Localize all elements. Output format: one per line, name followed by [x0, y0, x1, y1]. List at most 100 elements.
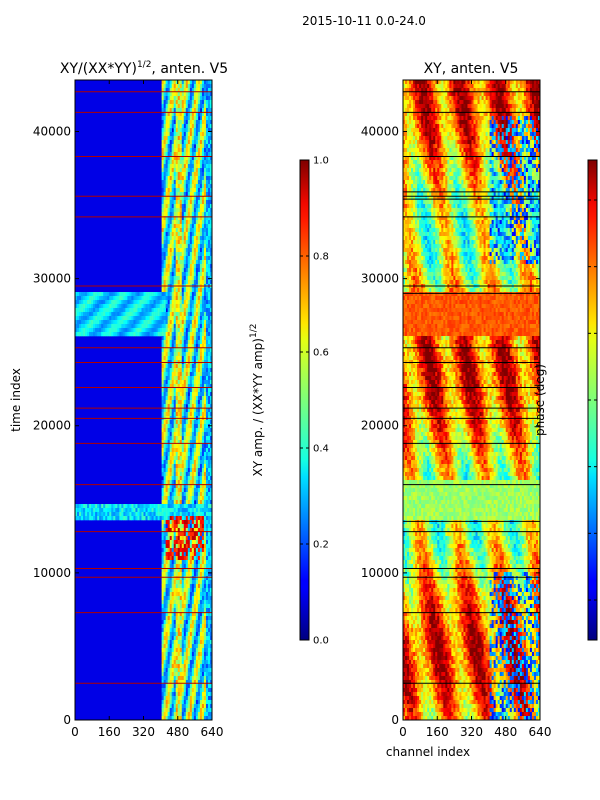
- heatmap-cell: [161, 364, 164, 369]
- heatmap-cell: [453, 88, 456, 93]
- heatmap-cell: [169, 120, 173, 125]
- heatmap-cell: [161, 240, 164, 245]
- heatmap-cell: [161, 536, 164, 541]
- heatmap-cell: [199, 228, 203, 233]
- heatmap-cell: [197, 200, 201, 205]
- heatmap-cell: [169, 636, 173, 641]
- heatmap-cell: [195, 604, 199, 609]
- heatmap-cell: [163, 616, 166, 621]
- heatmap-cell: [171, 608, 175, 613]
- heatmap-cell: [409, 92, 412, 97]
- heatmap-cell: [185, 180, 189, 185]
- heatmap-cell: [205, 228, 209, 233]
- heatmap-cell: [181, 468, 185, 473]
- heatmap-cell: [163, 640, 166, 645]
- heatmap-cell: [203, 140, 207, 145]
- heatmap-cell: [189, 348, 193, 353]
- heatmap-cell: [197, 592, 201, 597]
- heatmap-cell: [121, 328, 124, 333]
- heatmap-cell: [169, 180, 173, 185]
- heatmap-cell: [535, 92, 539, 97]
- heatmap-cell: [183, 596, 187, 601]
- heatmap-cell: [199, 268, 203, 273]
- heatmap-cell: [191, 472, 195, 477]
- heatmap-cell: [177, 316, 181, 321]
- heatmap-cell: [181, 140, 185, 145]
- heatmap-cell: [195, 196, 199, 201]
- heatmap-cell: [177, 120, 181, 125]
- heatmap-cell: [179, 164, 183, 169]
- heatmap-cell: [169, 524, 173, 529]
- heatmap-cell: [181, 676, 185, 681]
- heatmap-cell: [163, 168, 166, 173]
- heatmap-cell: [183, 116, 187, 121]
- heatmap-cell: [191, 532, 195, 537]
- heatmap-cell: [191, 392, 195, 397]
- heatmap-cell: [189, 528, 193, 533]
- heatmap-cell: [189, 92, 193, 97]
- heatmap-cell: [191, 144, 195, 149]
- heatmap-cell: [483, 92, 486, 97]
- heatmap-cell: [117, 508, 120, 513]
- heatmap-cell: [187, 456, 191, 461]
- heatmap-cell: [205, 268, 209, 273]
- heatmap-cell: [171, 612, 175, 617]
- heatmap-cell: [163, 100, 166, 105]
- heatmap-cell: [143, 324, 146, 329]
- heatmap-cell: [177, 628, 181, 633]
- heatmap-cell: [181, 300, 185, 305]
- heatmap-cell: [203, 392, 207, 397]
- heatmap-cell: [143, 512, 146, 517]
- heatmap-cell: [161, 540, 164, 545]
- heatmap-cell: [97, 324, 100, 329]
- heatmap-cell: [109, 296, 112, 301]
- heatmap-cell: [207, 500, 211, 505]
- heatmap-cell: [179, 488, 183, 493]
- heatmap-cell: [177, 556, 181, 561]
- heatmap-cell: [209, 176, 212, 181]
- heatmap-cell: [185, 488, 189, 493]
- heatmap-cell: [205, 148, 209, 153]
- heatmap-cell: [195, 448, 199, 453]
- heatmap-cell: [207, 380, 211, 385]
- heatmap-cell: [183, 152, 187, 157]
- heatmap-cell: [207, 344, 211, 349]
- heatmap-cell: [167, 344, 170, 349]
- heatmap-cell: [109, 328, 112, 333]
- heatmap-cell: [161, 676, 164, 681]
- heatmap-cell: [125, 508, 128, 513]
- heatmap-cell: [97, 320, 100, 325]
- heatmap-cell: [467, 88, 470, 93]
- heatmap-cell: [183, 492, 187, 497]
- heatmap-cell: [169, 128, 173, 133]
- heatmap-cell: [163, 428, 166, 433]
- heatmap-cell: [521, 88, 525, 93]
- heatmap-cell: [193, 480, 197, 485]
- heatmap-cell: [533, 80, 537, 85]
- heatmap-cell: [199, 520, 203, 525]
- heatmap-cell: [161, 176, 164, 181]
- heatmap-cell: [179, 456, 183, 461]
- heatmap-cell: [179, 168, 183, 173]
- heatmap-cell: [491, 80, 494, 85]
- heatmap-cell: [201, 680, 205, 685]
- heatmap-cell: [185, 496, 189, 501]
- heatmap-cell: [109, 300, 112, 305]
- heatmap-cell: [175, 168, 179, 173]
- heatmap-cell: [183, 680, 187, 685]
- heatmap-cell: [171, 616, 175, 621]
- heatmap-cell: [165, 492, 168, 497]
- heatmap-cell: [147, 332, 150, 337]
- heatmap-cell: [175, 596, 179, 601]
- heatmap-cell: [505, 80, 509, 85]
- heatmap-cell: [149, 316, 152, 321]
- heatmap-cell: [423, 88, 426, 93]
- heatmap-cell: [185, 672, 189, 677]
- heatmap-cell: [533, 92, 537, 97]
- heatmap-cell: [191, 560, 195, 565]
- heatmap-cell: [203, 332, 207, 337]
- heatmap-cell: [531, 80, 535, 85]
- heatmap-cell: [187, 408, 191, 413]
- heatmap-cell: [207, 684, 211, 689]
- heatmap-cell: [169, 304, 173, 309]
